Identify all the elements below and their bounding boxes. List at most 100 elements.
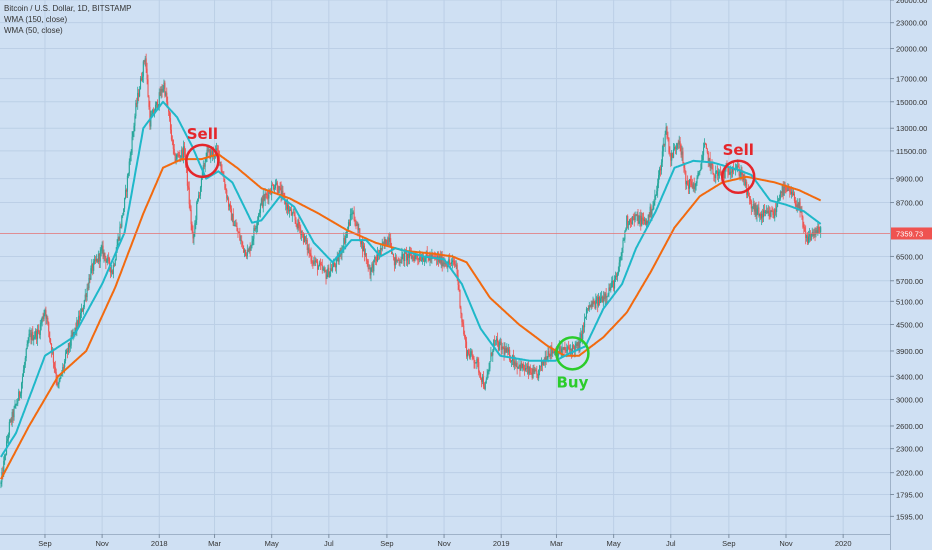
candle-body xyxy=(396,259,398,262)
candle-body xyxy=(464,334,466,338)
candle-body xyxy=(547,351,549,359)
candle-body xyxy=(403,253,405,262)
candle-body xyxy=(293,212,295,216)
candle-body xyxy=(505,348,507,353)
candle-body xyxy=(288,209,291,212)
candle-body xyxy=(143,61,145,63)
candle-body xyxy=(65,350,68,354)
candle-body xyxy=(22,369,24,377)
candle-body xyxy=(89,277,91,280)
y-tick-label: 9900.00 xyxy=(896,175,923,184)
candle-body xyxy=(348,222,350,226)
candle-body xyxy=(202,165,204,172)
x-tick-label: Sep xyxy=(722,539,735,548)
candle-body xyxy=(606,296,608,298)
candle-body xyxy=(292,212,294,214)
candle-body xyxy=(716,170,718,172)
candle-body xyxy=(740,170,742,175)
candle-body xyxy=(7,434,9,440)
candle-body xyxy=(736,165,738,169)
candle-body xyxy=(278,186,280,193)
candle-body xyxy=(38,331,40,336)
candle-body xyxy=(773,215,775,218)
candle-body xyxy=(26,344,28,350)
candle-body xyxy=(646,220,648,224)
candle-body xyxy=(420,256,422,261)
candle-body xyxy=(647,214,649,224)
annotation-label: Sell xyxy=(187,125,218,143)
candle-body xyxy=(402,253,404,255)
candle-body xyxy=(689,179,692,182)
candle-body xyxy=(25,349,27,358)
candle-body xyxy=(374,256,376,260)
candle-body xyxy=(68,343,70,348)
candle-body xyxy=(46,317,48,319)
candle-body xyxy=(651,210,653,215)
candle-body xyxy=(732,167,734,173)
candle-body xyxy=(37,329,39,332)
y-tick-label: 2600.00 xyxy=(896,422,923,431)
candle-body xyxy=(55,372,57,380)
candle-body xyxy=(797,204,799,208)
candle-body xyxy=(381,243,383,250)
candle-body xyxy=(211,150,213,155)
candle-body xyxy=(664,133,666,146)
candle-body xyxy=(56,379,58,385)
candle-body xyxy=(672,152,674,158)
candle-body xyxy=(301,233,303,235)
candle-body xyxy=(523,363,525,370)
candle-body xyxy=(620,256,622,260)
candle-body xyxy=(805,231,807,238)
x-tick-label: Jul xyxy=(666,539,676,548)
candle-body xyxy=(139,89,141,97)
x-tick-label: Nov xyxy=(95,539,109,548)
candle-body xyxy=(93,261,95,271)
candle-body xyxy=(252,238,254,242)
candle-body xyxy=(530,372,532,374)
candle-body xyxy=(748,196,751,199)
candle-body xyxy=(741,170,743,175)
candle-body xyxy=(676,143,678,149)
candle-body xyxy=(113,264,115,266)
candle-body xyxy=(322,269,324,270)
candle-body xyxy=(719,171,721,173)
candle-body xyxy=(569,347,571,350)
annotation-label: Sell xyxy=(723,141,754,159)
candle-body xyxy=(688,179,691,189)
y-tick-label: 1595.00 xyxy=(896,512,923,521)
candle-body xyxy=(513,361,515,365)
candle-body xyxy=(255,228,257,230)
candle-body xyxy=(466,350,469,357)
candle-body xyxy=(264,194,266,201)
candle-body xyxy=(659,168,662,171)
candle-body xyxy=(19,391,21,397)
candle-body xyxy=(435,256,437,258)
candle-body xyxy=(432,254,434,256)
candle-body xyxy=(83,300,85,308)
candle-body xyxy=(67,343,69,353)
candle-body xyxy=(96,258,98,263)
candle-body xyxy=(612,280,614,282)
candle-body xyxy=(95,259,97,261)
candle-body xyxy=(161,89,163,92)
candle-body xyxy=(356,223,358,226)
candle-body xyxy=(401,254,403,263)
candle-body xyxy=(419,256,421,260)
candle-body xyxy=(76,320,78,331)
candle-body xyxy=(100,249,102,251)
candle-body xyxy=(700,169,702,171)
candle-body xyxy=(286,202,288,210)
candle-body xyxy=(150,115,152,127)
candle-body xyxy=(333,263,336,266)
candle-body xyxy=(702,155,704,161)
candle-body xyxy=(36,329,39,340)
candle-body xyxy=(29,333,31,335)
candle-body xyxy=(166,92,168,102)
candle-body xyxy=(687,181,689,185)
candle-body xyxy=(232,213,234,226)
y-tick-label: 23000.00 xyxy=(896,19,927,28)
candle-body xyxy=(15,404,17,406)
candle-body xyxy=(731,171,733,173)
